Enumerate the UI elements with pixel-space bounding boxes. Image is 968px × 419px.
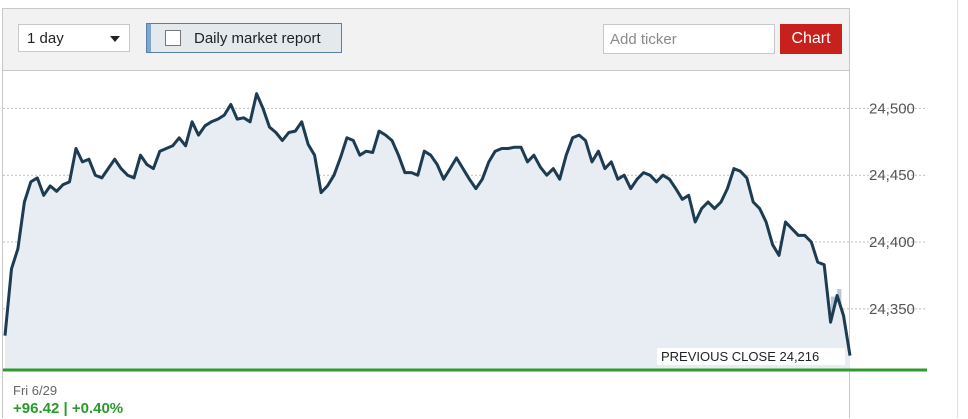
daily-market-report-toggle[interactable]: Daily market report: [146, 23, 342, 53]
y-tick-label: 24,350: [869, 301, 915, 318]
y-tick-label: 24,400: [869, 234, 915, 251]
add-ticker-input[interactable]: [603, 24, 775, 54]
range-dropdown[interactable]: 1 day: [18, 24, 130, 52]
previous-close-label: PREVIOUS CLOSE 24,216: [661, 349, 819, 364]
y-tick-label: 24,450: [869, 167, 915, 184]
scrollbar-edge: [957, 0, 958, 418]
chart-date: Fri 6/29: [13, 383, 58, 398]
chart-widget: 1 day Daily market report Chart 24,35024…: [2, 8, 927, 418]
price-area: [5, 93, 850, 369]
daily-market-report-label: Daily market report: [194, 30, 321, 47]
y-tick-label: 24,500: [869, 100, 915, 117]
price-line: [3, 92, 852, 356]
daily-market-report-checkbox[interactable]: [165, 30, 181, 46]
range-dropdown-value: 1 day: [27, 30, 64, 47]
price-change: +96.42 | +0.40%: [13, 400, 124, 417]
chart-toolbar: 1 day Daily market report Chart: [3, 9, 849, 71]
previous-close-label-bg: [657, 348, 845, 365]
chevron-down-icon: [110, 36, 120, 42]
price-chart: 24,350 24,400 24,450 24,500 PREVIOUS CLOSE …: [3, 92, 927, 372]
toggle-accent-bar: [147, 24, 151, 52]
chart-button[interactable]: Chart: [780, 24, 842, 54]
